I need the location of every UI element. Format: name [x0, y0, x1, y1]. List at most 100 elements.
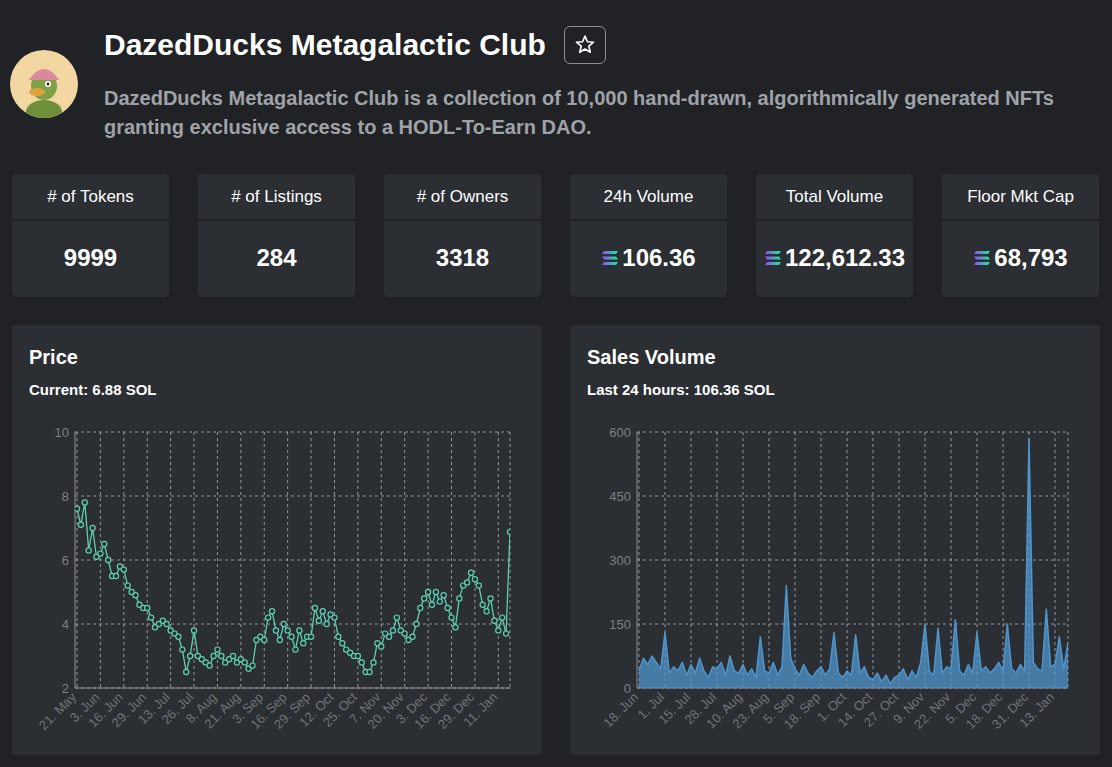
stat-card: # of Tokens 9999	[12, 174, 169, 297]
stat-label: # of Listings	[198, 174, 355, 221]
chart-title: Sales Volume	[587, 346, 716, 368]
y-tick-label: 8	[62, 489, 69, 504]
price-marker	[394, 615, 399, 620]
price-marker	[297, 628, 302, 633]
marks	[75, 500, 510, 675]
stat-value: 3318	[436, 244, 489, 272]
stat-value: 9999	[64, 244, 117, 272]
x-grid-line	[899, 432, 900, 688]
price-marker	[449, 615, 454, 620]
price-marker	[188, 653, 193, 658]
sol-icon	[601, 250, 619, 266]
price-marker	[230, 653, 235, 658]
star-icon	[565, 27, 605, 63]
price-marker	[133, 593, 138, 598]
duck-pupil	[47, 83, 50, 86]
x-grid-line	[474, 432, 475, 688]
x-grid-line	[428, 432, 429, 688]
x-grid-line	[873, 432, 874, 688]
duck-body	[26, 100, 62, 118]
price-marker	[149, 615, 154, 620]
sol-bar	[974, 257, 990, 260]
price-marker	[293, 647, 298, 652]
y-tick-label: 300	[609, 553, 631, 568]
duck-beak	[29, 88, 45, 96]
price-marker	[480, 602, 485, 607]
x-grid-line	[100, 432, 101, 688]
sol-bar	[602, 257, 618, 260]
y-grid-line	[75, 560, 510, 561]
area-fill	[639, 438, 1068, 688]
price-marker	[453, 625, 458, 630]
y-axis-line	[75, 432, 76, 688]
stat-label: # of Tokens	[12, 174, 169, 221]
price-marker	[78, 522, 83, 527]
chart-subtitle: Last 24 hours: 106.36 SOL	[587, 381, 775, 398]
x-grid-line	[240, 432, 241, 688]
price-marker	[503, 631, 508, 636]
price-marker	[121, 567, 126, 572]
price-marker	[324, 621, 329, 626]
stat-label: Total Volume	[756, 174, 913, 221]
price-marker	[164, 621, 169, 626]
price-marker	[75, 506, 80, 511]
y-tick-label: 4	[62, 617, 69, 632]
price-marker	[355, 653, 360, 658]
stat-card: Total Volume122,612.33	[756, 174, 913, 297]
x-grid-line	[639, 432, 640, 688]
stat-value: 284	[256, 244, 296, 272]
price-marker	[145, 605, 150, 610]
x-axis-line	[75, 688, 510, 689]
area-line	[639, 438, 1068, 683]
price-marker	[86, 548, 91, 553]
stat-label: # of Owners	[384, 174, 541, 221]
price-marker	[266, 615, 271, 620]
price-marker	[262, 637, 267, 642]
sol-bar	[602, 262, 618, 265]
price-marker	[371, 660, 376, 665]
chart-subtitle: Current: 6.88 SOL	[29, 381, 157, 398]
price-marker	[336, 634, 341, 639]
price-marker	[98, 551, 103, 556]
sol-bar	[765, 257, 781, 260]
price-line	[77, 502, 510, 672]
favorite-button[interactable]	[564, 26, 606, 64]
x-grid-line	[847, 432, 848, 688]
x-grid-line	[194, 432, 195, 688]
stat-label: 24h Volume	[570, 174, 727, 221]
price-marker	[445, 605, 450, 610]
x-grid-line	[691, 432, 692, 688]
y-tick-label: 150	[609, 617, 631, 632]
price-marker	[316, 618, 321, 623]
x-grid-line	[357, 432, 358, 688]
price-marker	[113, 573, 118, 578]
y-grid-line	[75, 496, 510, 497]
price-marker	[476, 583, 481, 588]
price-marker	[410, 634, 415, 639]
avatar	[10, 50, 78, 118]
y-grid-line	[75, 624, 510, 625]
x-grid-line	[451, 432, 452, 688]
price-marker	[211, 653, 216, 658]
stat-value-row: 284	[198, 221, 355, 295]
price-marker	[402, 631, 407, 636]
price-marker	[102, 541, 107, 546]
stat-value-row: 9999	[12, 221, 169, 295]
price-marker	[219, 653, 224, 658]
stat-label: Floor Mkt Cap	[942, 174, 1099, 221]
stat-card: Floor Mkt Cap68,793	[942, 174, 1099, 297]
price-marker	[191, 628, 196, 633]
price-marker	[457, 596, 462, 601]
marks	[639, 438, 1068, 688]
x-grid-line	[498, 432, 499, 688]
price-marker	[332, 615, 337, 620]
y-tick-label: 600	[609, 425, 631, 440]
price-marker	[320, 609, 325, 614]
x-grid-line	[821, 432, 822, 688]
price-marker	[386, 634, 391, 639]
sol-bar	[602, 251, 618, 254]
star-shape	[576, 36, 593, 52]
price-marker	[496, 628, 501, 633]
price-marker	[414, 621, 419, 626]
duck-hat	[29, 69, 59, 80]
